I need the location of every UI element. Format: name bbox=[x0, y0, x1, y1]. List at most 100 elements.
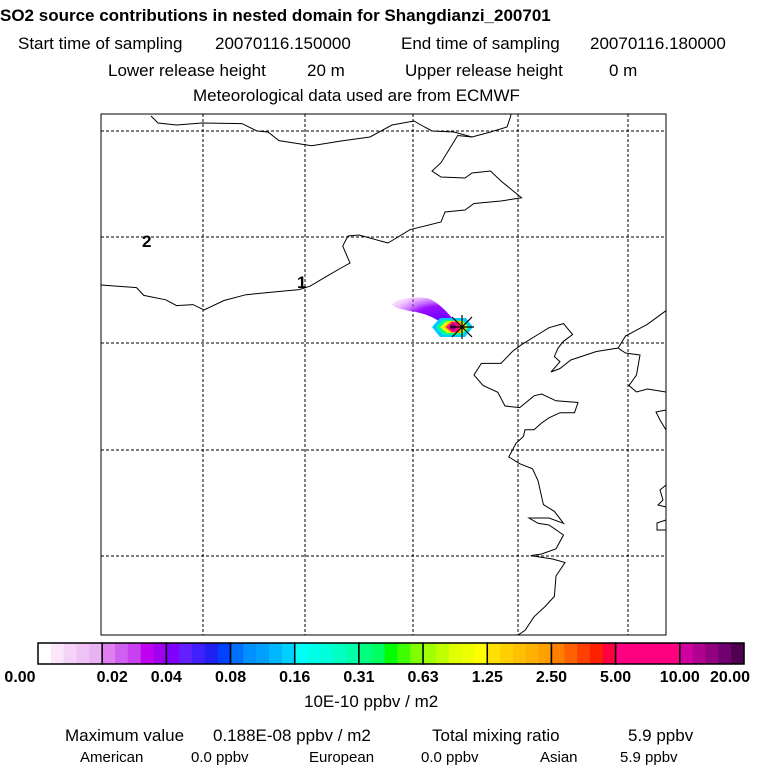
colorbar-tick-label: 20.00 bbox=[709, 669, 751, 686]
map-frame bbox=[100, 113, 667, 636]
asian-value: 5.9 ppbv bbox=[620, 749, 678, 766]
colorbar-swatch bbox=[346, 643, 360, 664]
colorbar-swatch bbox=[269, 643, 283, 664]
colorbar-swatch bbox=[512, 643, 527, 664]
colorbar-swatch bbox=[320, 643, 334, 664]
contour-label: 1 bbox=[297, 273, 307, 292]
colorbar-swatch bbox=[589, 643, 604, 664]
total-mixing-value: 5.9 ppbv bbox=[628, 726, 694, 745]
boundary-line bbox=[100, 113, 523, 311]
colorbar-swatch bbox=[281, 643, 296, 664]
european-value: 0.0 ppbv bbox=[421, 749, 479, 766]
colorbar-swatch bbox=[230, 643, 244, 664]
colorbar-swatch bbox=[577, 643, 591, 664]
colorbar-swatch bbox=[217, 643, 232, 664]
colorbar-swatch bbox=[602, 643, 617, 664]
colorbar-swatch bbox=[487, 643, 501, 664]
colorbar-tick-label: 0.08 bbox=[214, 669, 247, 686]
colorbar-swatch bbox=[63, 643, 78, 664]
colorbar-swatch bbox=[679, 643, 694, 664]
colorbar-swatch bbox=[127, 643, 142, 664]
colorbar-swatch bbox=[102, 643, 116, 664]
colorbar-swatch bbox=[615, 643, 630, 664]
colorbar-swatch bbox=[564, 643, 578, 664]
colorbar-swatch bbox=[731, 643, 745, 664]
colorbar-tick-label: 0.16 bbox=[279, 669, 311, 686]
total-mixing-label: Total mixing ratio bbox=[432, 726, 560, 745]
start-time-label: Start time of sampling bbox=[18, 34, 183, 53]
coastline bbox=[617, 347, 667, 393]
colorbar-swatch bbox=[294, 643, 309, 664]
colorbar-swatch bbox=[89, 643, 103, 664]
colorbar-swatch bbox=[307, 643, 321, 664]
colorbar-tick-label: 0.31 bbox=[343, 669, 375, 686]
colorbar-swatch bbox=[243, 643, 257, 664]
colorbar-swatch bbox=[448, 643, 463, 664]
colorbar-swatch bbox=[256, 643, 270, 664]
met-data-note: Meteorological data used are from ECMWF bbox=[193, 86, 520, 105]
graticule bbox=[101, 114, 666, 635]
colorbar-tick-label: 0.02 bbox=[96, 669, 128, 686]
boundary-line bbox=[150, 115, 473, 147]
asian-label: Asian bbox=[540, 749, 578, 766]
plume-tail bbox=[392, 297, 452, 326]
colorbar-swatch bbox=[140, 643, 155, 664]
colorbar-swatch bbox=[705, 643, 719, 664]
colorbar-swatch bbox=[410, 643, 424, 664]
colorbar-swatch bbox=[551, 643, 565, 664]
colorbar-swatch bbox=[718, 643, 732, 664]
colorbar-tick-label: 0.00 bbox=[4, 669, 36, 686]
colorbar-swatch bbox=[525, 643, 540, 664]
european-label: European bbox=[309, 749, 375, 766]
colorbar-swatch bbox=[692, 643, 707, 664]
coastline bbox=[521, 310, 667, 373]
colorbar-swatch bbox=[461, 643, 476, 664]
colorbar-swatch bbox=[358, 643, 373, 664]
end-time-value: 20070116.180000 bbox=[590, 34, 726, 53]
max-value-label: Maximum value bbox=[65, 726, 185, 745]
american-value: 0.0 ppbv bbox=[191, 749, 249, 766]
colorbar-swatch bbox=[397, 643, 411, 664]
upper-height-label: Upper release height bbox=[405, 61, 563, 80]
colorbar-swatch bbox=[384, 643, 399, 664]
colorbar-swatch bbox=[38, 643, 52, 664]
colorbar-swatch bbox=[204, 643, 219, 664]
lower-height-value: 20 m bbox=[307, 61, 345, 80]
colorbar-swatch bbox=[153, 643, 167, 664]
colorbar-unit: 10E-10 ppbv / m2 bbox=[304, 692, 439, 711]
colorbar-swatch bbox=[538, 643, 553, 664]
end-time-label: End time of sampling bbox=[401, 34, 560, 53]
contour-label: 2 bbox=[142, 232, 152, 251]
coastlines-borders bbox=[100, 113, 667, 636]
colorbar-swatch bbox=[192, 643, 206, 664]
colorbar-swatch bbox=[179, 643, 193, 664]
colorbar-swatch bbox=[474, 643, 488, 664]
colorbar-swatch bbox=[423, 643, 437, 664]
start-time-value: 20070116.150000 bbox=[215, 34, 351, 53]
colorbar-tick-label: 0.04 bbox=[150, 669, 182, 686]
colorbar-swatch bbox=[333, 643, 347, 664]
colorbar-tick-label: 1.25 bbox=[471, 669, 503, 686]
colorbar-swatch bbox=[371, 643, 386, 664]
colorbar-swatch bbox=[641, 643, 655, 664]
colorbar-swatch bbox=[76, 643, 90, 664]
colorbar-swatch bbox=[166, 643, 180, 664]
max-value: 0.188E-08 ppbv / m2 bbox=[213, 726, 371, 745]
colorbar-swatch bbox=[654, 643, 668, 664]
coastline bbox=[657, 484, 667, 508]
coastline bbox=[656, 519, 667, 531]
colorbar-swatch bbox=[500, 643, 514, 664]
upper-height-value: 0 m bbox=[609, 61, 638, 80]
colorbar-swatch bbox=[50, 643, 65, 664]
american-label: American bbox=[80, 749, 144, 766]
colorbar bbox=[37, 642, 745, 665]
colorbar-tick-label: 5.00 bbox=[600, 669, 632, 686]
source-star-icon bbox=[450, 315, 474, 339]
colorbar-tick-label: 0.63 bbox=[407, 669, 439, 686]
colorbar-swatch bbox=[435, 643, 450, 664]
colorbar-swatch bbox=[666, 643, 681, 664]
lower-height-label: Lower release height bbox=[108, 61, 266, 80]
colorbar-swatch bbox=[115, 643, 129, 664]
coastline bbox=[473, 344, 579, 636]
chart-title: SO2 source contributions in nested domai… bbox=[0, 6, 551, 25]
